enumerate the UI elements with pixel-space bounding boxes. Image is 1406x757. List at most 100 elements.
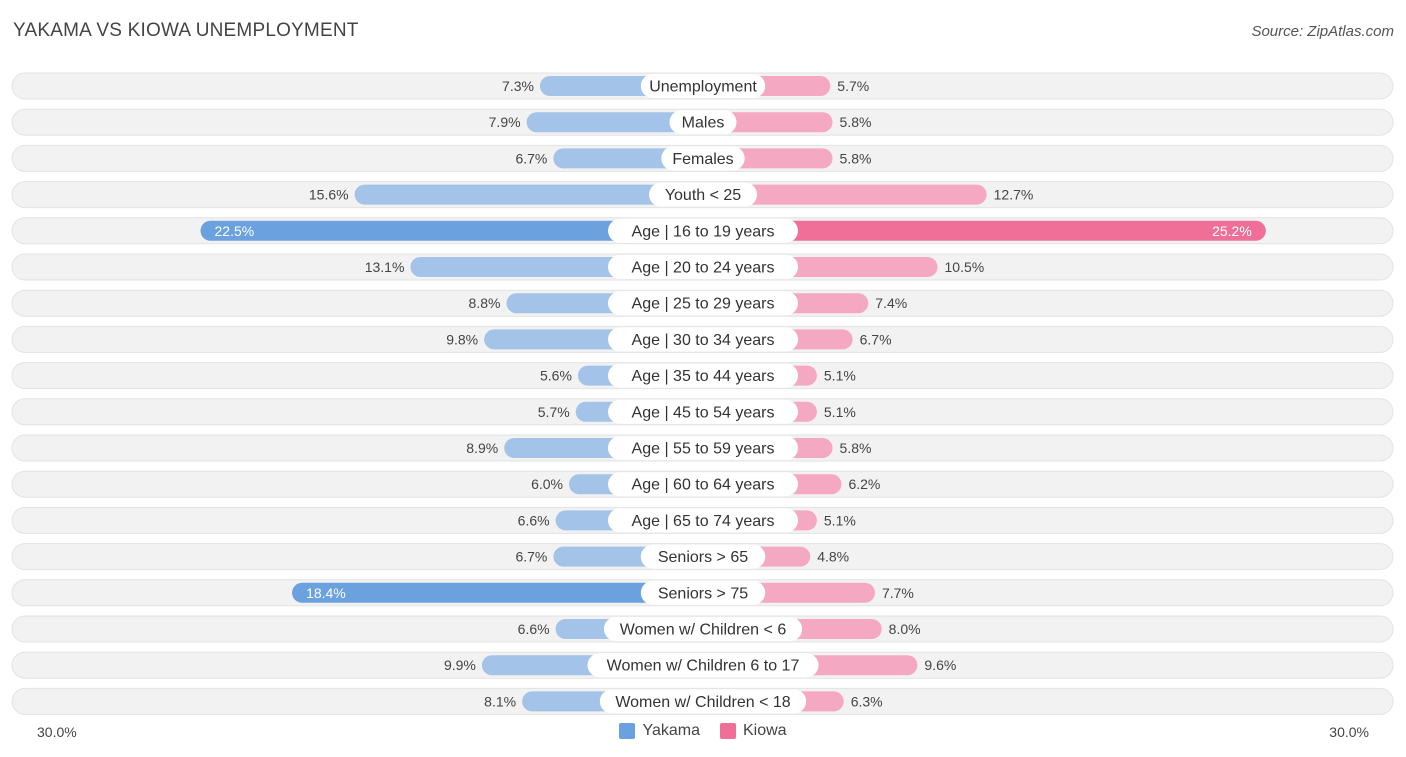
legend-label-yakama: Yakama	[642, 722, 700, 739]
category-label: Age | 55 to 59 years	[632, 441, 775, 458]
value-label-yakama: 5.6%	[540, 368, 572, 384]
legend: Yakama Kiowa	[0, 722, 1406, 740]
legend-item-yakama: Yakama	[619, 722, 700, 740]
chart-row: 8.9% 5.8% Age | 55 to 59 years	[11, 434, 1394, 462]
category-pill	[608, 291, 798, 316]
value-label-yakama: 18.4%	[306, 585, 346, 601]
value-label-kiowa: 6.3%	[851, 693, 883, 709]
value-label-yakama: 8.9%	[466, 440, 498, 456]
category-pill	[640, 544, 766, 569]
category-pill	[640, 74, 766, 98]
chart-row: 9.9% 9.6% Women w/ Children 6 to 17	[11, 651, 1394, 679]
category-pill	[661, 146, 745, 171]
value-label-yakama: 5.7%	[538, 404, 570, 420]
category-label: Age | 20 to 24 years	[632, 260, 775, 277]
value-label-kiowa: 4.8%	[817, 549, 849, 565]
value-label-kiowa: 12.7%	[994, 187, 1034, 203]
chart-row: 13.1% 10.5% Age | 20 to 24 years	[11, 253, 1394, 281]
chart-row: 6.6% 5.1% Age | 65 to 74 years	[11, 506, 1394, 534]
value-label-kiowa: 5.1%	[824, 368, 856, 384]
legend-swatch-kiowa	[719, 723, 736, 739]
chart-row: 7.9% 5.8% Males	[11, 108, 1394, 136]
chart-row: 8.8% 7.4% Age | 25 to 29 years	[11, 289, 1394, 317]
category-label: Females	[672, 151, 733, 168]
chart-row: 22.5% 25.2% Age | 16 to 19 years	[11, 217, 1394, 245]
value-label-yakama: 22.5%	[215, 223, 255, 239]
value-label-kiowa: 6.2%	[848, 476, 880, 492]
value-label-yakama: 8.8%	[469, 295, 501, 311]
category-pill	[640, 580, 766, 605]
category-label: Age | 16 to 19 years	[632, 223, 775, 240]
category-label: Unemployment	[649, 79, 757, 96]
bar-yakama	[200, 220, 703, 241]
source-credit: Source: ZipAtlas.com	[1251, 23, 1394, 40]
category-pill	[608, 255, 798, 279]
category-pill	[608, 363, 798, 388]
value-label-kiowa: 5.1%	[824, 512, 856, 528]
bar-yakama	[354, 184, 703, 205]
category-label: Women w/ Children 6 to 17	[607, 658, 800, 675]
value-label-kiowa: 5.8%	[840, 150, 872, 166]
value-label-kiowa: 6.7%	[860, 331, 892, 347]
category-pill	[669, 110, 737, 135]
value-label-yakama: 8.1%	[484, 693, 516, 709]
legend-swatch-yakama	[619, 723, 636, 739]
category-label: Age | 30 to 34 years	[632, 332, 775, 349]
chart-row: 18.4% 7.7% Seniors > 75	[11, 579, 1394, 607]
value-label-kiowa: 9.6%	[924, 657, 956, 673]
category-label: Age | 35 to 44 years	[632, 368, 775, 385]
category-pill	[608, 399, 798, 424]
chart-row: 9.8% 6.7% Age | 30 to 34 years	[11, 325, 1394, 353]
chart-row: 6.0% 6.2% Age | 60 to 64 years	[11, 470, 1394, 498]
value-label-yakama: 15.6%	[309, 187, 349, 203]
value-label-yakama: 7.3%	[502, 78, 534, 94]
category-pill	[649, 182, 757, 207]
value-label-yakama: 13.1%	[365, 259, 405, 275]
value-label-kiowa: 5.1%	[824, 404, 856, 420]
category-label: Seniors > 65	[658, 549, 748, 566]
category-label: Seniors > 75	[658, 585, 748, 602]
value-label-kiowa: 7.7%	[882, 585, 914, 601]
legend-item-kiowa: Kiowa	[719, 722, 787, 740]
chart-row: 6.7% 5.8% Females	[11, 144, 1394, 172]
category-label: Youth < 25	[665, 187, 741, 204]
category-label: Age | 45 to 54 years	[632, 404, 775, 421]
category-pill	[608, 218, 798, 243]
axis-max-label: 30.0%	[1329, 724, 1369, 740]
chart-row: 7.3% 5.7% Unemployment	[11, 72, 1394, 100]
category-label: Age | 65 to 74 years	[632, 513, 775, 530]
axis-min-label: 30.0%	[37, 724, 77, 740]
value-label-yakama: 6.7%	[515, 150, 547, 166]
chart-row: 6.7% 4.8% Seniors > 65	[11, 543, 1394, 571]
chart-title: YAKAMA VS KIOWA UNEMPLOYMENT	[13, 20, 359, 41]
value-label-kiowa: 25.2%	[1212, 223, 1252, 239]
chart-row: 6.6% 8.0% Women w/ Children < 6	[11, 615, 1394, 643]
chart-row: 5.6% 5.1% Age | 35 to 44 years	[11, 362, 1394, 390]
value-label-kiowa: 5.8%	[840, 114, 872, 130]
value-label-yakama: 6.0%	[531, 476, 563, 492]
category-pill	[599, 689, 807, 714]
category-pill	[608, 472, 798, 497]
value-label-kiowa: 5.7%	[837, 78, 869, 94]
value-label-yakama: 6.7%	[515, 549, 547, 565]
bar-kiowa	[703, 184, 987, 205]
category-pill	[608, 508, 798, 533]
category-label: Women w/ Children < 6	[620, 622, 787, 639]
value-label-yakama: 6.6%	[518, 512, 550, 528]
chart-row: 15.6% 12.7% Youth < 25	[11, 181, 1394, 209]
category-label: Age | 25 to 29 years	[632, 296, 775, 313]
chart-row: 8.1% 6.3% Women w/ Children < 18	[11, 687, 1394, 715]
value-label-yakama: 9.8%	[446, 331, 478, 347]
category-label: Age | 60 to 64 years	[632, 477, 775, 494]
chart-row: 5.7% 5.1% Age | 45 to 54 years	[11, 398, 1394, 426]
value-label-yakama: 7.9%	[489, 114, 521, 130]
value-label-yakama: 6.6%	[518, 621, 550, 637]
category-pill	[608, 327, 798, 352]
category-label: Males	[682, 115, 725, 132]
category-pill	[608, 436, 798, 460]
value-label-kiowa: 10.5%	[945, 259, 985, 275]
category-label: Women w/ Children < 18	[615, 694, 790, 711]
category-pill	[587, 653, 819, 678]
bar-yakama	[292, 582, 703, 603]
